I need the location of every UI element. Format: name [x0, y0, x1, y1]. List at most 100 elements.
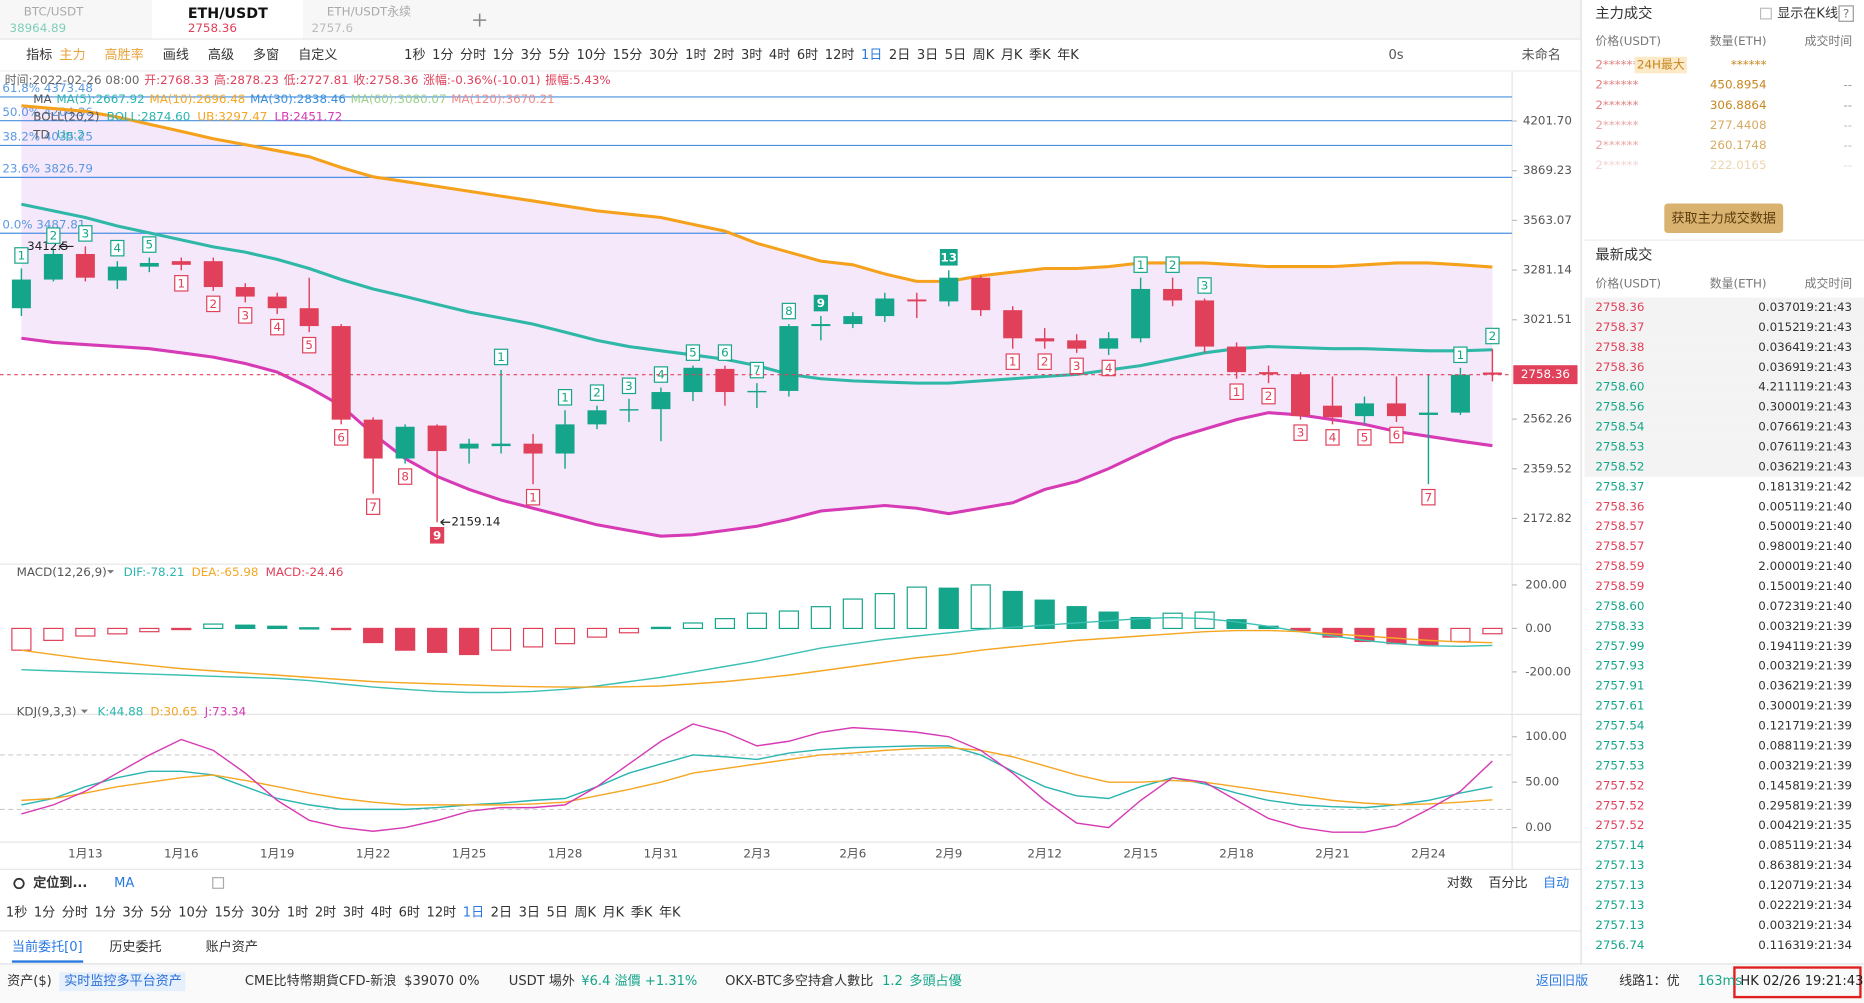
- timeframe[interactable]: 周K: [973, 48, 995, 63]
- timeframe[interactable]: 1时: [287, 906, 308, 921]
- timeframe[interactable]: 月K: [1001, 48, 1023, 63]
- timeframe[interactable]: 3时: [343, 906, 364, 921]
- scale-option[interactable]: 自动: [1543, 876, 1569, 891]
- timeframe[interactable]: 30分: [649, 48, 679, 63]
- timeframe[interactable]: 10分: [178, 906, 208, 921]
- timeframe[interactable]: 15分: [613, 48, 643, 63]
- timeframe[interactable]: 5日: [547, 906, 568, 921]
- label: TD: [32, 127, 49, 141]
- timeframe[interactable]: 30分: [251, 906, 281, 921]
- timeframe[interactable]: 15分: [214, 906, 244, 921]
- timeframe[interactable]: 3时: [741, 48, 762, 63]
- timeframe[interactable]: 季K: [1029, 48, 1051, 63]
- timeframe[interactable]: 月K: [603, 906, 625, 921]
- timeframe[interactable]: 3日: [519, 906, 540, 921]
- timeframe[interactable]: 1秒: [6, 906, 27, 921]
- candle-body: [683, 367, 703, 393]
- timeframe[interactable]: 分时: [460, 48, 486, 63]
- timeframe[interactable]: 4时: [769, 48, 790, 63]
- trade-time: 19:21:39: [1799, 758, 1852, 772]
- checkbox[interactable]: [1759, 7, 1772, 20]
- trade-qty: 0.0723: [1758, 599, 1800, 613]
- timeframe[interactable]: 12时: [825, 48, 855, 63]
- td-box: [1261, 387, 1276, 405]
- timeframe[interactable]: 5分: [549, 48, 570, 63]
- trade-qty: 0.0042: [1758, 818, 1800, 832]
- tool[interactable]: 指标: [26, 48, 52, 63]
- tool[interactable]: 高级: [208, 47, 234, 63]
- tool[interactable]: 主力: [59, 48, 85, 63]
- help-box[interactable]: [1838, 5, 1854, 22]
- tab-name[interactable]: ETH/USDT: [188, 6, 268, 22]
- td-label: 6: [337, 430, 345, 444]
- locate[interactable]: 定位到...: [33, 875, 87, 891]
- column-header: 成交时间: [1805, 34, 1852, 48]
- timeframe[interactable]: 2时: [713, 48, 734, 63]
- timeframe[interactable]: 2时: [315, 906, 336, 921]
- timeframe[interactable]: 1日: [861, 48, 882, 63]
- timeframe[interactable]: 季K: [631, 906, 653, 921]
- panel-title: KDJ(9,3,3): [17, 705, 77, 719]
- tool[interactable]: 自定义: [298, 48, 337, 63]
- timeframe[interactable]: 1分: [34, 906, 55, 921]
- indicator-link[interactable]: MA: [114, 876, 134, 891]
- timeframe[interactable]: 2日: [491, 906, 512, 921]
- timeframe[interactable]: 3分: [521, 48, 542, 63]
- timeframe[interactable]: 2日: [889, 48, 910, 63]
- scale-option[interactable]: 对数: [1447, 876, 1473, 891]
- help[interactable]: ?: [1843, 7, 1849, 21]
- timeframe[interactable]: 年K: [1057, 48, 1079, 63]
- order-tab[interactable]: 账户资产: [206, 939, 258, 955]
- timeframe[interactable]: 年K: [659, 906, 681, 921]
- td-label: 8: [401, 470, 409, 484]
- tab-price: 2757.6: [311, 21, 353, 35]
- td-box: [589, 384, 605, 401]
- tab-name[interactable]: ETH/USDT永续: [327, 4, 411, 18]
- timeframe[interactable]: 1时: [685, 48, 706, 63]
- timeframe[interactable]: 周K: [574, 906, 596, 921]
- order-tab[interactable]: 历史委托: [109, 940, 161, 955]
- y-tick-label: 3281.14: [1523, 263, 1572, 277]
- timeframe[interactable]: 3分: [122, 906, 143, 921]
- trade-time: 19:21:40: [1799, 599, 1852, 613]
- timeframe[interactable]: 5日: [945, 48, 966, 63]
- status-item[interactable]: 实时监控多平台资产: [64, 973, 182, 989]
- timeframe[interactable]: 1分: [493, 48, 514, 63]
- timeframe[interactable]: 1分: [432, 48, 453, 63]
- macd-bar: [1194, 611, 1215, 630]
- scale-option[interactable]: 百分比: [1488, 876, 1527, 891]
- candle-body: [523, 443, 543, 454]
- timeframe[interactable]: 1秒: [404, 48, 425, 63]
- row-highlight: [1584, 357, 1864, 378]
- timeframe[interactable]: 10分: [576, 48, 606, 63]
- macd-bar: [522, 627, 544, 648]
- layout-name[interactable]: 未命名: [1522, 47, 1561, 63]
- timeframe[interactable]: 12时: [427, 906, 457, 921]
- y-tick-label: 3021.51: [1523, 312, 1572, 326]
- tool[interactable]: 高胜率: [105, 47, 144, 63]
- timeframe[interactable]: 1日: [463, 906, 484, 921]
- timeframe[interactable]: 6时: [797, 48, 818, 63]
- label: 低:2727.81: [284, 73, 349, 87]
- timeframe[interactable]: 1分: [94, 906, 115, 921]
- timeframe[interactable]: 分时: [62, 906, 88, 921]
- timeframe[interactable]: 4时: [371, 906, 392, 921]
- macd-bar: [1066, 606, 1087, 630]
- candle-body: [1322, 405, 1343, 418]
- fetch-button[interactable]: [1664, 203, 1784, 234]
- trade-time: 19:21:40: [1799, 559, 1852, 573]
- toggle-label[interactable]: 显示在K线: [1777, 7, 1838, 22]
- add-tab-icon[interactable]: [473, 13, 487, 27]
- tab-name[interactable]: BTC/USDT: [24, 4, 84, 18]
- timeframe[interactable]: 5分: [150, 906, 171, 921]
- back-link[interactable]: 返回旧版: [1536, 974, 1588, 989]
- timeframe[interactable]: 3日: [917, 48, 938, 63]
- tool[interactable]: 画线: [163, 48, 189, 63]
- cell-qty: ******: [1731, 58, 1767, 72]
- kdj-line: [21, 746, 1493, 806]
- timeframe[interactable]: 6时: [399, 906, 420, 921]
- order-tab[interactable]: 当前委托[0]: [12, 939, 83, 955]
- tool[interactable]: 多窗: [253, 47, 279, 63]
- button-label[interactable]: 获取主力成交数据: [1671, 210, 1776, 226]
